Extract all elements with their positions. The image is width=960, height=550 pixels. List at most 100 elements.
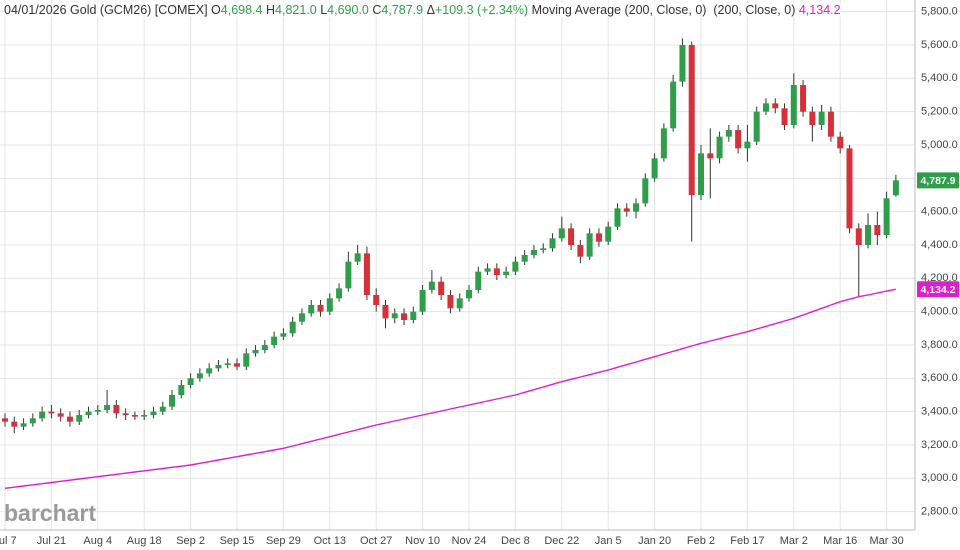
x-tick-label: Nov 24 [452,535,487,547]
x-tick-label: Feb 2 [687,535,715,547]
candle-body [735,130,742,149]
candle-body [493,268,500,275]
candle-body [382,305,389,319]
candle-body [772,103,779,109]
candle-body [447,295,454,309]
candle-body [484,268,491,272]
quote-title: 04/01/2026 Gold (GCM26) [COMEX] [4,3,208,17]
candle-body [865,225,872,245]
candle-body [698,153,704,195]
indicator-name: Moving Average (200, Close, 0) (200, Clo… [531,3,796,17]
candle-body [549,238,556,249]
candle-body [159,406,166,412]
candle-body [39,411,46,419]
y-tick-label: 3,400.0 [921,406,958,418]
candle-body [215,365,222,369]
quote-field-value: 4,787.9 [381,3,424,17]
candle-body [113,405,120,414]
candle-body [466,290,472,299]
candle-body [187,378,194,385]
candle-body [855,228,862,245]
y-tick-label: 4,200.0 [921,272,958,284]
x-tick-label: Feb 17 [730,535,764,547]
candle-body [373,295,380,305]
candle-body [363,253,370,295]
y-tick-label: 5,800.0 [921,6,958,18]
x-tick-label: Dec 22 [544,535,579,547]
candle-body [261,345,268,350]
candle-body [530,250,537,255]
candle-body [521,255,528,262]
candle-body [707,153,714,159]
candle-body [48,411,55,414]
y-tick-label: 3,600.0 [921,372,958,384]
candle-body [85,411,92,415]
candle-body [410,311,417,320]
candle-body [308,305,315,314]
candle-body [122,413,129,415]
candle-body [568,228,575,245]
y-tick-label: 4,600.0 [921,206,958,218]
watermark: barchart [4,500,96,526]
candle-body [558,228,565,239]
quote-field-value: 4,698.4 [220,3,263,17]
candle-body [66,416,73,422]
candle-body [503,271,510,275]
candle-body [150,411,157,415]
indicator-value: 4,134.2 [798,3,841,17]
candle-body [141,415,148,417]
candle-body [131,415,138,417]
candle-body [577,245,584,257]
candle-body [595,233,602,242]
price-tag [917,172,959,189]
candle-body [401,313,408,320]
x-tick-label: Mar 2 [780,535,808,547]
candle-body [428,281,435,290]
x-tick-label: Jul 21 [37,535,66,547]
candle-body [271,336,278,345]
candle-body [614,208,621,227]
x-tick-label: Mar 30 [869,535,903,547]
candle-body [280,333,287,337]
candle-body [744,141,751,149]
y-tick-label: 3,200.0 [921,439,958,451]
candle-body [623,208,630,212]
quote-field-value: +109.3 (+2.34%) [434,3,529,17]
quote-field-name: Δ [426,3,435,17]
candle-body [456,298,463,309]
candle-body [57,413,64,417]
candle-body [104,405,111,410]
candle-body [29,418,36,424]
y-tick-label: 5,200.0 [921,106,958,118]
quote-field-value: 4,821.0 [275,3,317,17]
candle-body [20,423,27,427]
candle-body [642,178,649,204]
candle-body [178,385,185,395]
candle-body [206,368,213,374]
candle-body [317,305,324,312]
price-tag-label: 4,134.2 [920,284,955,296]
candle-body [883,198,890,235]
candle-body [809,111,816,125]
candle-body [605,226,612,242]
candle-body [419,290,426,312]
x-tick-label: Nov 10 [405,535,440,547]
candle-body [76,415,83,422]
x-tick-label: Jul 7 [0,535,17,547]
candle-body [345,261,352,289]
x-tick-label: Jan 5 [595,535,622,547]
x-tick-label: Mar 16 [823,535,857,547]
x-tick-label: Sep 2 [176,535,205,547]
candle-body [586,233,593,257]
candle-body [800,85,807,112]
candle-body [336,288,343,299]
quote-header: 04/01/2026 Gold (GCM26) [COMEX] O4,698.4… [4,3,841,17]
x-tick-label: Aug 18 [127,535,162,547]
candle-body [827,111,834,137]
x-tick-label: Dec 8 [501,535,530,547]
candle-body [670,81,677,129]
candle-body [874,225,881,235]
moving-average-line [4,288,897,490]
